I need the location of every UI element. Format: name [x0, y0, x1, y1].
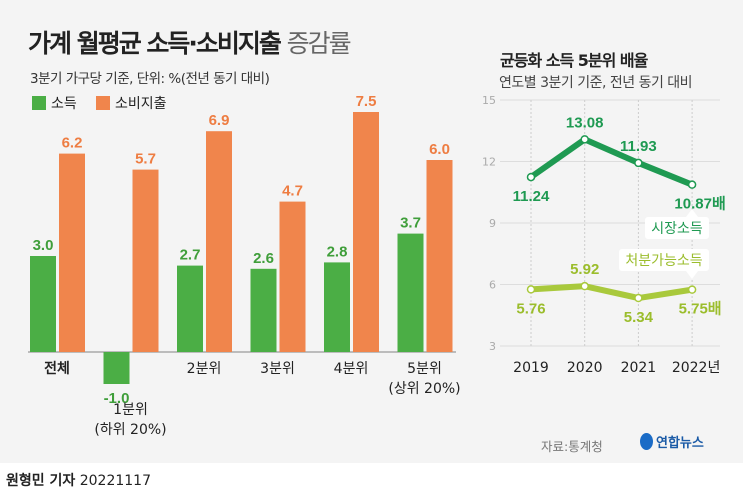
- category-label: 전체: [44, 360, 70, 377]
- callout-box: [619, 249, 709, 271]
- bar-income: [397, 233, 424, 352]
- bar-income: [324, 262, 350, 352]
- y-tick-label: 3: [489, 340, 496, 353]
- bar-spending: [279, 201, 306, 352]
- data-label: 3.0: [33, 237, 54, 254]
- bar-spending: [206, 131, 232, 352]
- data-label: 7.5: [356, 93, 377, 110]
- data-label: 4.7: [282, 183, 303, 200]
- category-label: (상위 20%): [388, 381, 460, 397]
- data-point: [687, 180, 697, 189]
- line-data-label: 5.92: [570, 261, 599, 278]
- title-main: 가계 월평균 소득·소비지출: [28, 29, 282, 58]
- data-label: 2.7: [180, 247, 201, 264]
- data-label: 2.8: [327, 243, 348, 260]
- callout-pointer: [686, 271, 698, 279]
- data-point: [526, 285, 536, 294]
- bar-income: [250, 268, 277, 352]
- legend-spending: 소비지출: [96, 93, 167, 113]
- data-label: 6.0: [429, 141, 450, 158]
- data-point: [580, 281, 589, 291]
- x-tick-label: 2019: [513, 360, 549, 376]
- data-label: 6.9: [209, 112, 230, 129]
- data-label: 5.7: [135, 151, 156, 168]
- page-title: 가계 월평균 소득·소비지출 증감률: [28, 24, 352, 60]
- line-data-label: 10.87배: [674, 196, 725, 213]
- line-data-label: 5.75배: [679, 301, 722, 318]
- data-point: [634, 158, 643, 168]
- y-tick-label: 12: [482, 156, 496, 169]
- bar-spending: [426, 160, 453, 352]
- subtitle: 3분기 가구당 기준, 단위: %(전년 동기 대비): [30, 71, 270, 87]
- data-label: -1.0: [104, 390, 130, 407]
- legend-label-income: 소득: [51, 96, 77, 112]
- legend-swatch-spending: [96, 96, 110, 110]
- data-point: [634, 293, 643, 303]
- data-point: [687, 285, 697, 294]
- legend-label-spending: 소비지출: [115, 96, 167, 112]
- line-data-label: 11.24: [513, 188, 550, 205]
- bar-spending: [353, 112, 379, 352]
- line-data-label: 13.08: [566, 114, 604, 131]
- data-label: 2.6: [253, 250, 274, 267]
- bar-income: [30, 256, 56, 352]
- category-label: (하위 20%): [94, 422, 166, 438]
- legend-income: 소득: [32, 93, 77, 113]
- line-chart-subtitle: 연도별 3분기 기준, 전년 동기 대비: [499, 75, 693, 91]
- category-label: 3분위: [260, 361, 295, 377]
- callout-box: [645, 217, 709, 239]
- x-tick-label: 2022년: [672, 360, 721, 376]
- category-label: 1분위: [113, 402, 148, 418]
- legend-swatch-income: [32, 96, 46, 110]
- byline: 원형민 기자 20221117: [6, 470, 151, 490]
- series-label-disposable: 처분가능소득: [625, 253, 702, 269]
- category-label: 5분위: [407, 361, 442, 377]
- callout-pointer: [686, 209, 698, 217]
- line-data-label: 5.34: [624, 309, 654, 326]
- byline-date: 20221117: [79, 473, 151, 489]
- x-tick-label: 2021: [621, 360, 657, 376]
- bar-income: [103, 352, 130, 384]
- logo-mark-icon: [640, 433, 653, 450]
- series-line: [529, 136, 694, 188]
- line-data-label: 5.76: [516, 300, 545, 317]
- bar-income: [177, 265, 203, 352]
- line-chart-title: 균등화 소득 5분위 배율: [500, 51, 648, 70]
- data-point: [580, 135, 589, 144]
- y-tick-label: 9: [489, 217, 496, 230]
- category-label: 4분위: [334, 361, 369, 377]
- line-data-label: 11.93: [620, 138, 657, 155]
- yonhap-logo: 연합뉴스: [640, 432, 704, 451]
- x-tick-label: 2020: [567, 360, 603, 376]
- source-text: 자료:통계청: [541, 439, 603, 454]
- bar-spending: [59, 153, 85, 352]
- category-label: 2분위: [187, 361, 222, 377]
- y-tick-label: 6: [489, 279, 496, 292]
- data-point: [526, 172, 536, 182]
- data-label: 6.2: [62, 135, 83, 152]
- y-tick-label: 15: [482, 94, 496, 107]
- bar-spending: [132, 169, 159, 352]
- data-label: 3.7: [400, 215, 421, 232]
- series-label-market: 시장소득: [651, 221, 703, 237]
- series-line: [530, 283, 693, 302]
- byline-name: 원형민 기자: [6, 473, 76, 489]
- title-light: 증감률: [286, 29, 352, 58]
- charts-svg: 3.0 6.2 전체 -1.0 5.7 1분위 (하위 20%) 2.7 6.9 2분위 2.6 4.…: [28, 93, 726, 438]
